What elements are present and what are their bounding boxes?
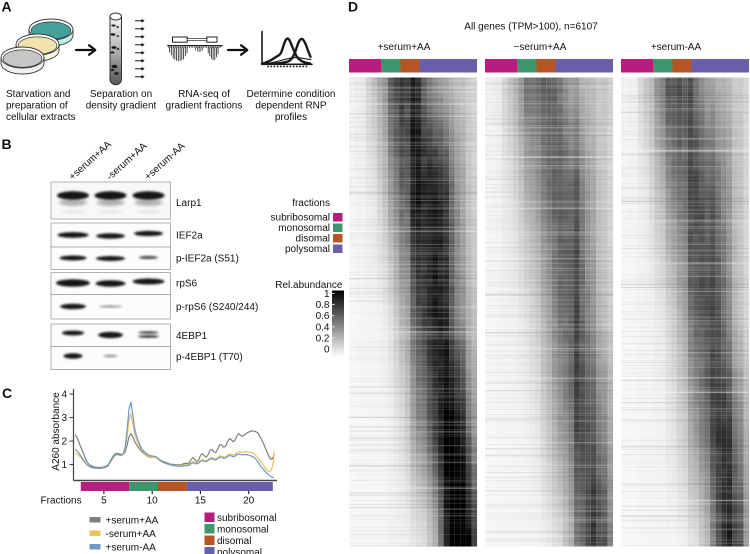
svg-text:p-4EBP1 (T70): p-4EBP1 (T70) [176, 352, 243, 363]
svg-text:p-IEF2a (S51): p-IEF2a (S51) [176, 254, 239, 265]
svg-text:4: 4 [61, 389, 67, 400]
svg-text:Larp1: Larp1 [176, 198, 202, 209]
svg-text:IEF2a: IEF2a [176, 231, 203, 242]
svg-text:subribosomal: subribosomal [217, 513, 276, 524]
svg-text:+serum-AA: +serum-AA [651, 42, 702, 53]
svg-text:Starvation and: Starvation and [6, 89, 71, 100]
svg-text:2: 2 [61, 437, 67, 448]
svg-text:0.8: 0.8 [316, 300, 330, 311]
svg-text:disomal: disomal [217, 536, 251, 547]
svg-text:p-rpS6 (S240/244): p-rpS6 (S240/244) [176, 302, 258, 313]
svg-text:rpS6: rpS6 [176, 279, 198, 290]
svg-text:All genes (TPM>100), n=6107: All genes (TPM>100), n=6107 [464, 22, 598, 33]
svg-text:A: A [2, 0, 12, 15]
svg-text:0.2: 0.2 [316, 333, 330, 344]
svg-text:D: D [348, 0, 358, 15]
svg-text:disomal: disomal [296, 234, 330, 245]
svg-text:+serum+AA: +serum+AA [106, 516, 159, 527]
svg-text:gradient fractions: gradient fractions [166, 101, 243, 112]
svg-text:polysomal: polysomal [217, 548, 262, 554]
svg-text:monosomal: monosomal [217, 525, 269, 536]
svg-text:-serum+AA: -serum+AA [106, 529, 157, 540]
svg-text:+serum-AA: +serum-AA [106, 543, 157, 554]
svg-text:1: 1 [324, 289, 330, 300]
svg-text:5: 5 [101, 496, 107, 507]
svg-text:density gradient: density gradient [86, 101, 157, 112]
svg-text:3: 3 [61, 413, 67, 424]
svg-text:preparation of: preparation of [6, 101, 68, 112]
svg-text:20: 20 [243, 496, 255, 507]
svg-text:10: 10 [147, 496, 159, 507]
svg-text:monosomal: monosomal [278, 223, 330, 234]
svg-text:polysomal: polysomal [285, 244, 330, 255]
svg-text:+serum+AA: +serum+AA [378, 42, 431, 53]
svg-text:0.4: 0.4 [316, 322, 330, 333]
svg-text:C: C [2, 385, 12, 401]
svg-text:0: 0 [324, 345, 330, 356]
svg-text:profiles: profiles [275, 112, 307, 123]
svg-text:Separation on: Separation on [90, 89, 152, 100]
svg-text:subribosomal: subribosomal [271, 213, 330, 224]
svg-text:Determine condition: Determine condition [247, 89, 336, 100]
svg-text:Rel.abundance: Rel.abundance [275, 280, 343, 291]
svg-text:0.6: 0.6 [316, 311, 330, 322]
svg-text:4EBP1: 4EBP1 [176, 331, 208, 342]
svg-text:dependent RNP: dependent RNP [255, 101, 326, 112]
svg-text:RNA-seq of: RNA-seq of [178, 89, 230, 100]
svg-text:15: 15 [195, 496, 207, 507]
svg-text:Fractions: Fractions [41, 496, 82, 507]
svg-text:A260 absorbance: A260 absorbance [51, 392, 62, 471]
svg-text:−serum+AA: −serum+AA [514, 42, 567, 53]
svg-text:B: B [2, 136, 12, 152]
svg-text:1: 1 [61, 460, 67, 471]
svg-text:cellular extracts: cellular extracts [6, 112, 75, 123]
svg-text:fractions: fractions [292, 198, 330, 209]
